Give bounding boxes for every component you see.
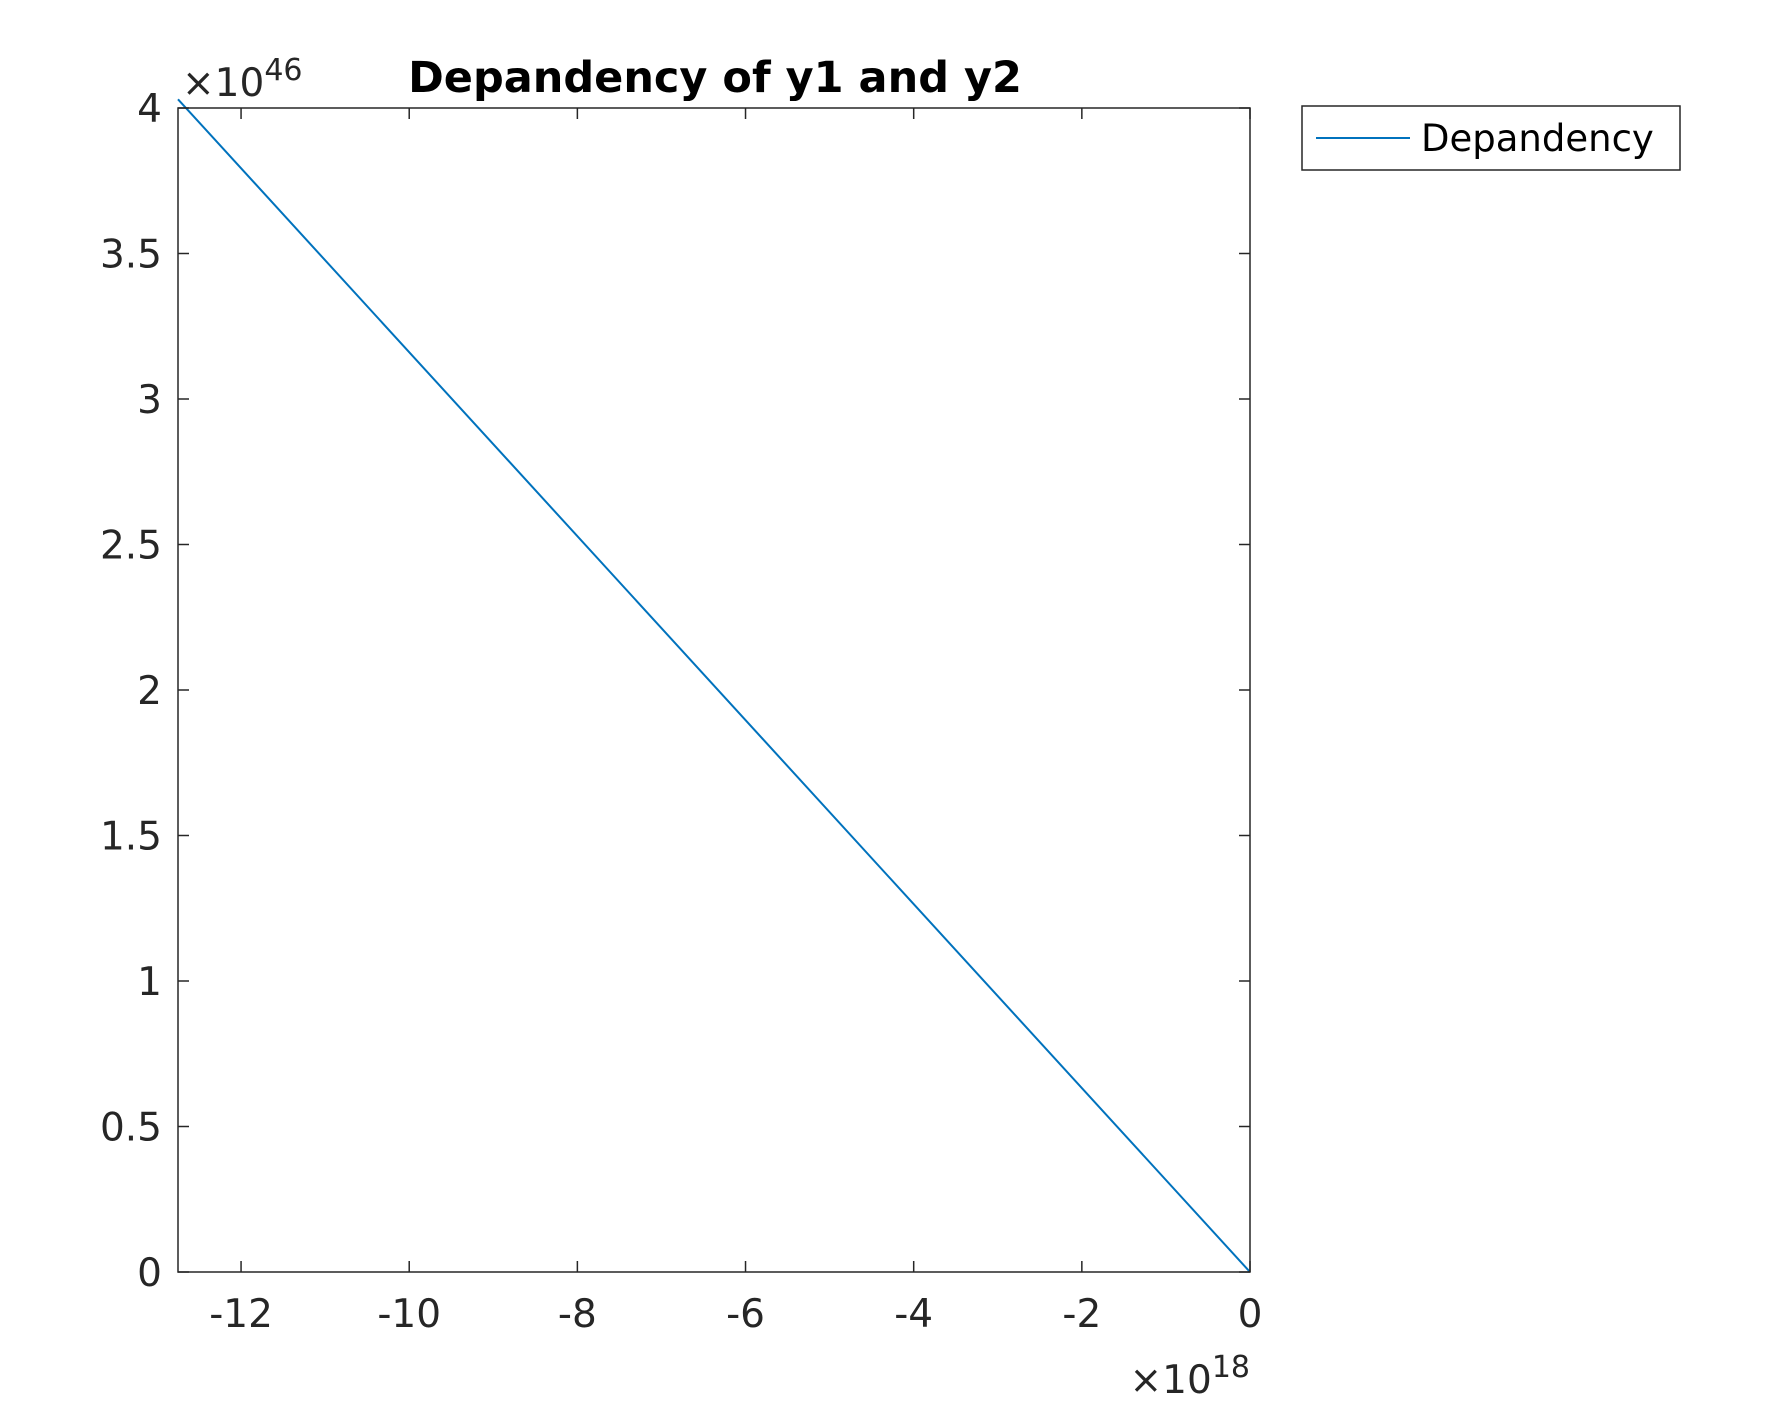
series-layer	[177, 98, 1251, 1273]
x-tick-label: -4	[894, 1292, 933, 1337]
y-axis: 0 0.5 1 1.5 2 2.5 3 3.5 4	[100, 87, 1250, 1296]
y-tick-label: 3	[137, 378, 162, 423]
y-exponent-power: 46	[264, 53, 302, 88]
chart-title: Depandency of y1 and y2	[408, 53, 1022, 103]
x-exponent-power: 18	[1212, 1350, 1250, 1385]
x-tick-label: -10	[377, 1292, 441, 1337]
legend-label-depandency: Depandency	[1421, 117, 1654, 160]
y-exponent-base: ×10	[182, 61, 264, 106]
x-tick-label: -6	[726, 1292, 765, 1337]
y-tick-label: 2.5	[100, 524, 162, 569]
y-tick-label: 3.5	[100, 233, 162, 278]
y-tick-label: 0.5	[100, 1106, 162, 1151]
y-tick-label: 1	[137, 960, 162, 1005]
x-tick-label: -12	[209, 1292, 273, 1337]
legend[interactable]: Depandency	[1301, 105, 1681, 171]
x-tick-label: 0	[1238, 1292, 1263, 1337]
y-axis-exponent: ×1046	[182, 53, 303, 106]
y-tick-label: 4	[137, 87, 162, 132]
x-tick-label: -2	[1062, 1292, 1101, 1337]
x-tick-label: -8	[558, 1292, 597, 1337]
y-tick-label: 0	[137, 1251, 162, 1296]
y-tick-label: 1.5	[100, 815, 162, 860]
series-line-depandency	[177, 98, 1251, 1273]
x-axis-exponent: ×1018	[1130, 1350, 1251, 1403]
y-tick-label: 2	[137, 669, 162, 714]
x-axis: -12 -10 -8 -6 -4 -2 0	[209, 108, 1262, 1337]
x-exponent-base: ×10	[1130, 1358, 1212, 1403]
